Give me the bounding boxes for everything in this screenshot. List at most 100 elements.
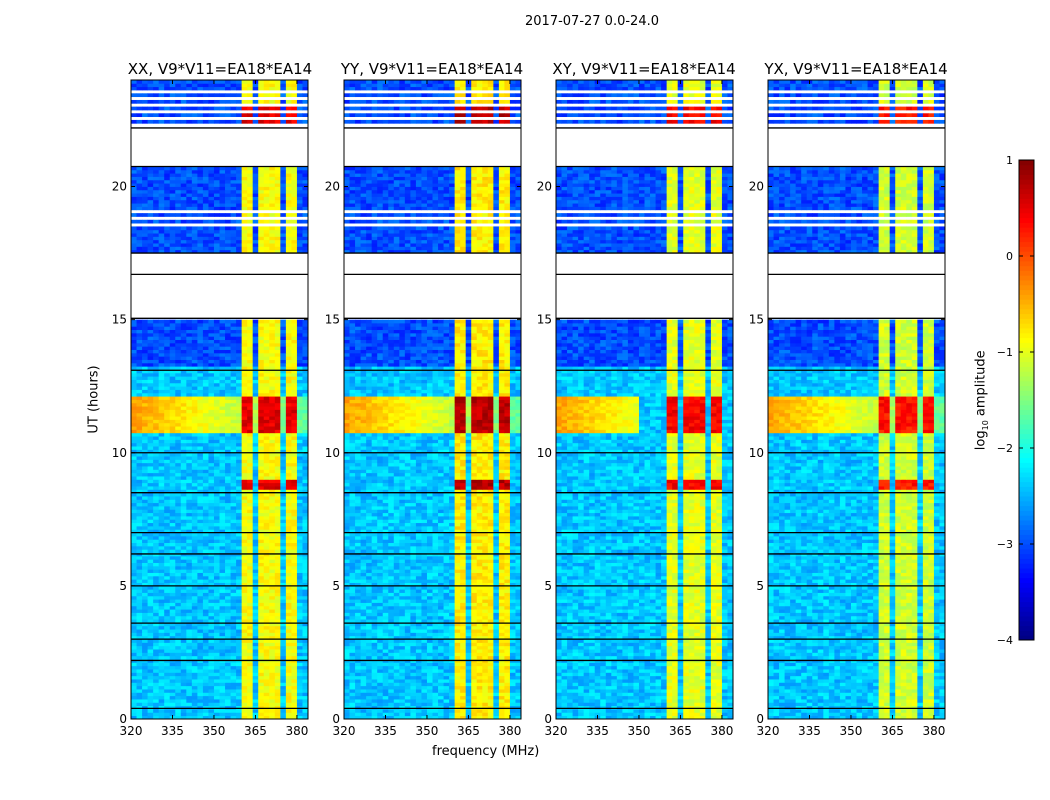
heatmap-panel — [131, 80, 308, 719]
heatmap-cell — [236, 573, 242, 577]
heatmap-cell — [297, 326, 303, 330]
heatmap-cell — [192, 649, 198, 653]
heatmap-cell — [225, 593, 231, 597]
heatmap-cell — [214, 546, 220, 550]
heatmap-cell — [131, 240, 137, 244]
heatmap-cell — [242, 596, 248, 600]
heatmap-cell — [236, 506, 242, 510]
heatmap-cell — [186, 496, 192, 500]
heatmap-cell — [269, 496, 275, 500]
heatmap-cell — [236, 516, 242, 520]
heatmap-cell — [197, 606, 203, 610]
heatmap-cell — [170, 692, 176, 696]
heatmap-cell — [131, 672, 137, 676]
heatmap-cell — [153, 416, 159, 420]
heatmap-cell — [164, 233, 170, 237]
heatmap-cell — [197, 360, 203, 364]
heatmap-cell — [258, 240, 264, 244]
heatmap-cell — [297, 609, 303, 613]
heatmap-cell — [258, 93, 264, 97]
heatmap-cell — [192, 419, 198, 423]
heatmap-cell — [137, 83, 143, 87]
heatmap-cell — [291, 346, 297, 350]
heatmap-cell — [142, 546, 148, 550]
heatmap-cell — [291, 649, 297, 653]
heatmap-cell — [291, 180, 297, 184]
heatmap-cell — [208, 629, 214, 633]
heatmap-cell — [148, 676, 154, 680]
heatmap-cell — [192, 603, 198, 607]
heatmap-cell — [170, 366, 176, 370]
heatmap-cell — [499, 712, 505, 716]
heatmap-cell — [203, 466, 209, 470]
heatmap-cell — [275, 356, 281, 360]
heatmap-cell — [164, 589, 170, 593]
heatmap-cell — [280, 536, 286, 540]
heatmap-cell — [175, 479, 181, 483]
heatmap-cell — [148, 616, 154, 620]
heatmap-cell — [148, 473, 154, 477]
heatmap-cell — [208, 606, 214, 610]
heatmap-cell — [269, 380, 275, 384]
heatmap-cell — [175, 523, 181, 527]
heatmap-cell — [148, 196, 154, 200]
heatmap-cell — [137, 573, 143, 577]
heatmap-cell — [203, 589, 209, 593]
heatmap-cell — [181, 689, 187, 693]
heatmap-cell — [181, 576, 187, 580]
heatmap-cell — [214, 376, 220, 380]
heatmap-cell — [203, 393, 209, 397]
heatmap-cell — [275, 569, 281, 573]
heatmap-cell — [297, 226, 303, 230]
heatmap-cell — [214, 206, 220, 210]
heatmap-cell — [247, 429, 253, 433]
heatmap-cell — [236, 173, 242, 177]
heatmap-cell — [220, 320, 226, 324]
heatmap-cell — [275, 406, 281, 410]
heatmap-cell — [253, 466, 259, 470]
heatmap-cell — [214, 330, 220, 334]
heatmap-cell — [253, 393, 259, 397]
heatmap-cell — [131, 400, 137, 404]
heatmap-cell — [170, 196, 176, 200]
heatmap-cell — [275, 320, 281, 324]
heatmap-cell — [269, 652, 275, 656]
heatmap-cell — [203, 662, 209, 666]
heatmap-cell — [153, 383, 159, 387]
heatmap-cell — [236, 246, 242, 250]
heatmap-cell — [137, 613, 143, 617]
heatmap-cell — [197, 523, 203, 527]
heatmap-cell — [275, 459, 281, 463]
heatmap-cell — [264, 360, 270, 364]
heatmap-cell — [247, 419, 253, 423]
heatmap-cell — [269, 682, 275, 686]
heatmap-cell — [203, 196, 209, 200]
heatmap-cell — [148, 346, 154, 350]
heatmap-cell — [186, 593, 192, 597]
heatmap-cell — [197, 466, 203, 470]
heatmap-cell — [153, 193, 159, 197]
heatmap-cell — [148, 656, 154, 660]
heatmap-cell — [225, 546, 231, 550]
heatmap-cell — [148, 360, 154, 364]
heatmap-cell — [264, 469, 270, 473]
heatmap-cell — [286, 240, 292, 244]
heatmap-cell — [214, 107, 220, 111]
heatmap-cell — [170, 613, 176, 617]
heatmap-cell — [253, 626, 259, 630]
heatmap-cell — [181, 669, 187, 673]
heatmap-cell — [264, 213, 270, 217]
heatmap-cell — [247, 170, 253, 174]
heatmap-cell — [137, 409, 143, 413]
heatmap-cell — [181, 559, 187, 563]
heatmap-cell — [131, 396, 137, 400]
heatmap-cell — [297, 380, 303, 384]
heatmap-cell — [164, 596, 170, 600]
heatmap-cell — [175, 366, 181, 370]
heatmap-cell — [148, 246, 154, 250]
heatmap-cell — [264, 83, 270, 87]
heatmap-cell — [253, 509, 259, 513]
heatmap-cell — [170, 226, 176, 230]
heatmap-cell — [148, 187, 154, 191]
heatmap-cell — [236, 196, 242, 200]
